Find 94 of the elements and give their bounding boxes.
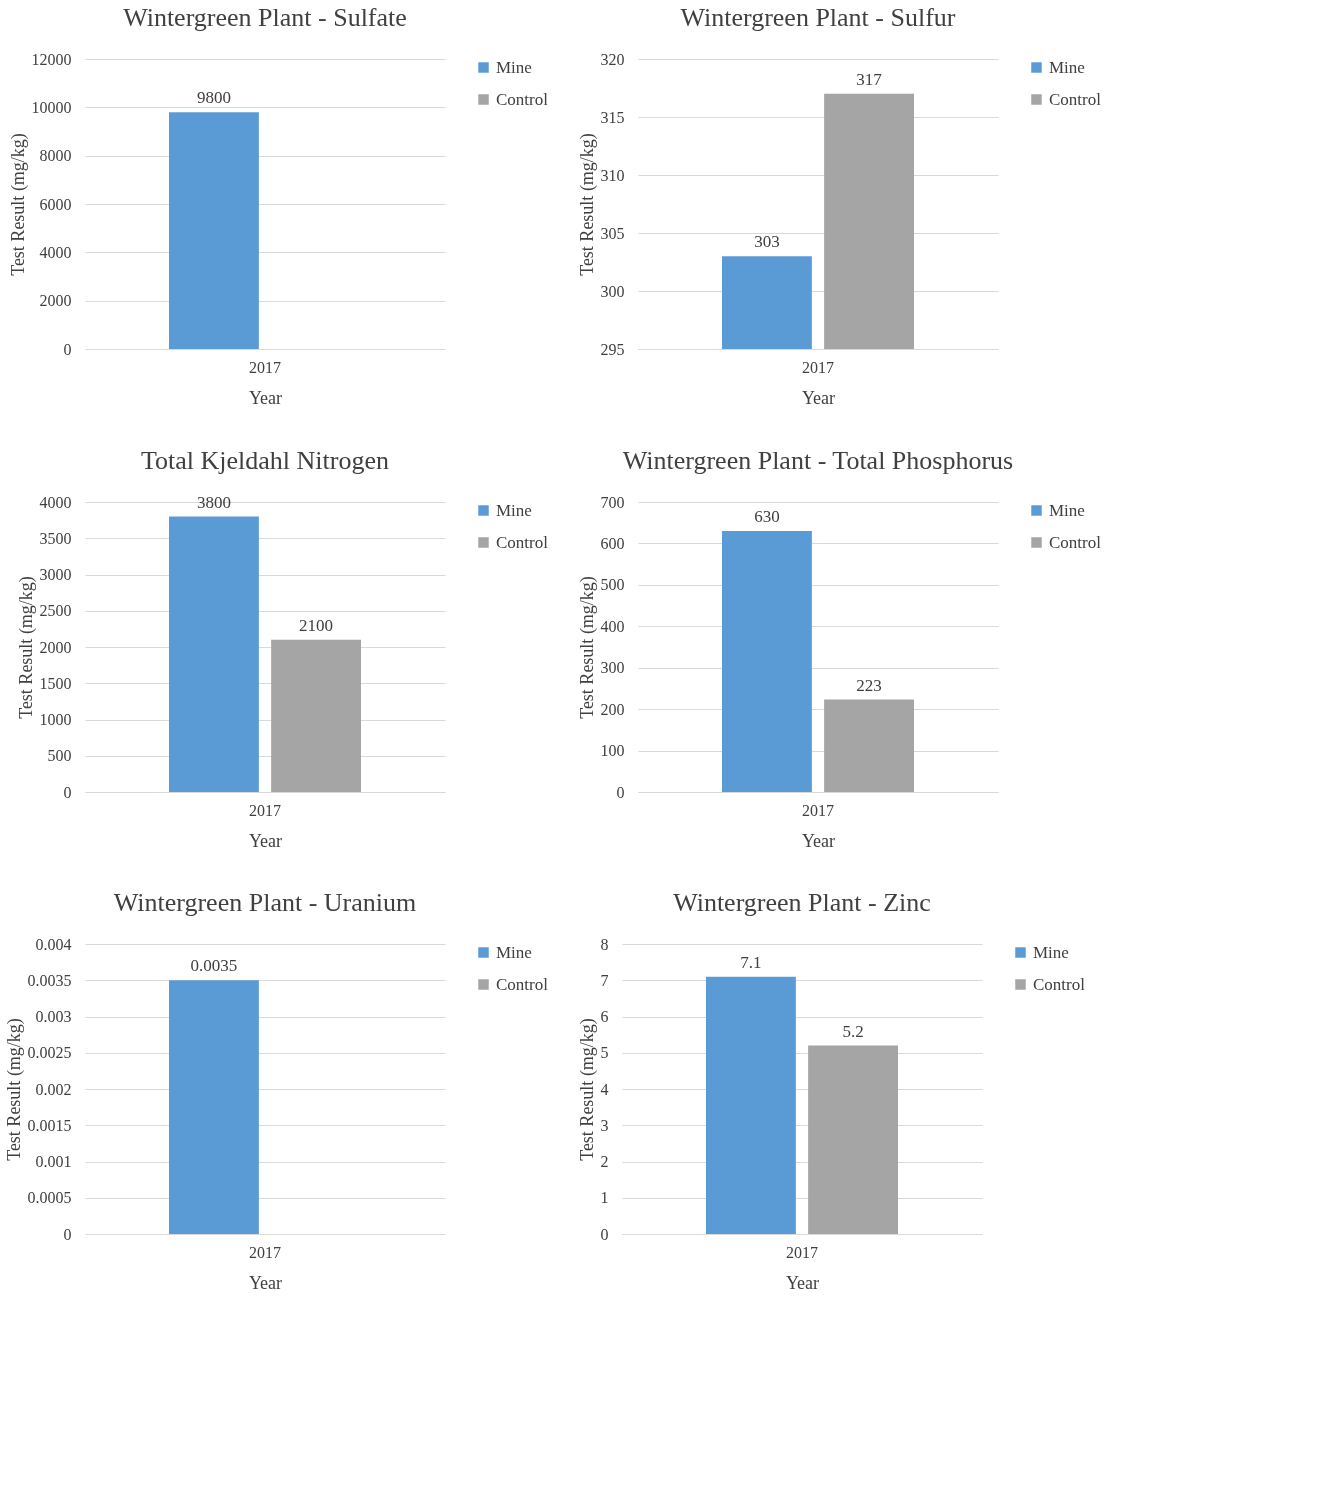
x-axis-title: Year bbox=[801, 830, 836, 851]
data-label: 2100 bbox=[299, 615, 334, 635]
y-axis-title: Test Result (mg/kg) bbox=[576, 133, 598, 276]
y-tick-label: 600 bbox=[600, 534, 625, 552]
y-tick-label: 0.0015 bbox=[27, 1116, 72, 1134]
y-tick-label: 400 bbox=[600, 617, 625, 635]
legend-label: Mine bbox=[496, 57, 532, 77]
chart-title: Wintergreen Plant - Total Phosphorus bbox=[622, 446, 1014, 475]
y-tick-label: 300 bbox=[600, 282, 625, 300]
x-axis-title: Year bbox=[248, 387, 283, 408]
y-tick-label: 0.0035 bbox=[27, 971, 72, 989]
chart-title: Wintergreen Plant - Sulfur bbox=[680, 3, 956, 32]
y-tick-label: 0.0005 bbox=[27, 1189, 72, 1207]
legend-label: Control bbox=[1033, 974, 1086, 994]
legend-label: Control bbox=[1049, 89, 1102, 109]
x-axis-title: Year bbox=[248, 1272, 283, 1293]
y-tick-label: 0 bbox=[63, 340, 72, 358]
y-tick-label: 500 bbox=[47, 747, 72, 765]
y-tick-label: 295 bbox=[600, 340, 625, 358]
x-axis-title: Year bbox=[785, 1272, 820, 1293]
x-axis-title: Year bbox=[248, 830, 283, 851]
y-tick-label: 315 bbox=[600, 108, 625, 126]
y-tick-label: 310 bbox=[600, 166, 625, 184]
y-tick-label: 0 bbox=[616, 783, 625, 801]
chart-title: Total Kjeldahl Nitrogen bbox=[140, 445, 390, 475]
y-axis-title: Test Result (mg/kg) bbox=[7, 133, 29, 276]
y-tick-label: 2 bbox=[600, 1153, 609, 1170]
x-tick-label: 2017 bbox=[249, 358, 281, 376]
y-tick-label: 200 bbox=[600, 700, 625, 718]
y-tick-label: 0.003 bbox=[35, 1008, 72, 1025]
y-tick-label: 1 bbox=[600, 1189, 609, 1207]
y-tick-label: 700 bbox=[600, 493, 625, 511]
y-tick-label: 320 bbox=[600, 50, 625, 68]
data-label: 5.2 bbox=[842, 1021, 864, 1041]
data-label: 630 bbox=[754, 507, 780, 526]
legend-label: Control bbox=[1049, 532, 1102, 552]
data-label: 303 bbox=[754, 232, 780, 252]
y-tick-label: 1500 bbox=[39, 674, 72, 692]
x-tick-label: 2017 bbox=[786, 1243, 818, 1261]
y-tick-label: 0.0025 bbox=[27, 1044, 72, 1062]
y-tick-label: 500 bbox=[600, 576, 625, 594]
y-tick-label: 0.001 bbox=[35, 1153, 72, 1170]
y-tick-label: 0 bbox=[63, 783, 72, 801]
y-axis-title: Test Result (mg/kg) bbox=[3, 1018, 25, 1161]
y-tick-label: 2000 bbox=[39, 638, 72, 656]
y-tick-label: 10000 bbox=[31, 98, 72, 116]
y-tick-label: 6000 bbox=[39, 195, 72, 213]
legend-label: Mine bbox=[496, 500, 532, 520]
data-label: 317 bbox=[856, 69, 883, 89]
data-label: 3800 bbox=[196, 492, 231, 512]
y-tick-label: 12000 bbox=[31, 50, 72, 68]
x-axis-title: Year bbox=[801, 387, 836, 408]
y-tick-label: 4000 bbox=[39, 243, 72, 261]
data-label: 223 bbox=[856, 675, 882, 695]
y-axis-title: Test Result (mg/kg) bbox=[576, 1018, 598, 1161]
chart-title: Wintergreen Plant - Sulfate bbox=[123, 3, 407, 32]
y-tick-label: 3500 bbox=[39, 529, 72, 547]
legend-label: Control bbox=[496, 974, 549, 994]
y-axis-title: Test Result (mg/kg) bbox=[15, 576, 37, 719]
y-axis-title: Test Result (mg/kg) bbox=[576, 576, 598, 719]
y-tick-label: 2000 bbox=[39, 292, 72, 310]
y-tick-label: 305 bbox=[600, 224, 625, 242]
y-tick-label: 0.002 bbox=[35, 1080, 72, 1098]
legend-label: Mine bbox=[1049, 500, 1085, 520]
x-tick-label: 2017 bbox=[802, 801, 834, 819]
y-tick-label: 2500 bbox=[39, 602, 72, 620]
y-tick-label: 3 bbox=[600, 1116, 609, 1134]
y-tick-label: 1000 bbox=[39, 711, 72, 728]
y-tick-label: 3000 bbox=[39, 566, 72, 583]
legend-label: Mine bbox=[1033, 942, 1069, 962]
y-tick-label: 0.004 bbox=[35, 935, 72, 953]
y-tick-label: 5 bbox=[600, 1044, 609, 1062]
legend-label: Control bbox=[496, 89, 549, 109]
y-tick-label: 300 bbox=[600, 659, 625, 677]
x-tick-label: 2017 bbox=[249, 1243, 281, 1261]
y-tick-label: 4000 bbox=[39, 493, 72, 511]
y-tick-label: 4 bbox=[600, 1080, 609, 1098]
data-label: 9800 bbox=[196, 88, 231, 108]
x-tick-label: 2017 bbox=[802, 358, 834, 376]
data-label: 7.1 bbox=[740, 952, 762, 972]
chart-title: Wintergreen Plant - Zinc bbox=[673, 888, 931, 917]
legend-label: Mine bbox=[1049, 57, 1085, 77]
y-tick-label: 6 bbox=[600, 1008, 609, 1025]
y-tick-label: 0 bbox=[63, 1225, 72, 1243]
y-tick-label: 100 bbox=[600, 742, 625, 760]
y-tick-label: 0 bbox=[600, 1225, 609, 1243]
y-tick-label: 7 bbox=[600, 971, 609, 989]
y-tick-label: 8 bbox=[600, 935, 609, 953]
legend-label: Mine bbox=[496, 942, 532, 962]
data-label: 0.0035 bbox=[190, 956, 238, 976]
x-tick-label: 2017 bbox=[249, 801, 281, 819]
y-tick-label: 8000 bbox=[39, 147, 72, 165]
legend-label: Control bbox=[496, 532, 549, 552]
chart-title: Wintergreen Plant - Uranium bbox=[113, 888, 417, 917]
